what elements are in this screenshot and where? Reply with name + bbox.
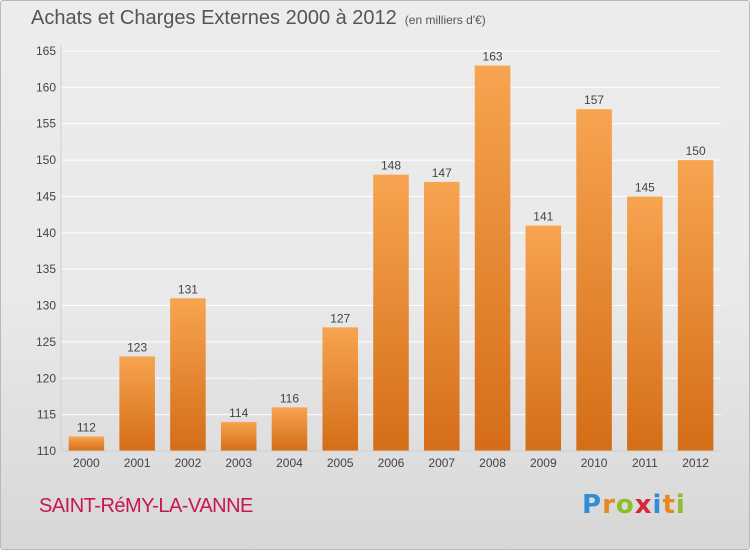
logo-letter: r xyxy=(602,490,616,520)
bar-value-label: 116 xyxy=(280,391,299,405)
x-tick-label: 2010 xyxy=(581,456,608,470)
bar-value-label: 150 xyxy=(686,144,706,158)
x-tick-label: 2009 xyxy=(530,456,557,470)
y-tick-label: 115 xyxy=(37,408,56,422)
y-tick-label: 160 xyxy=(36,80,56,94)
bar-2001 xyxy=(119,356,155,451)
logo-letter: x xyxy=(634,490,653,520)
logo-letter: P xyxy=(582,490,603,520)
bar-value-label: 112 xyxy=(77,420,96,434)
bar-value-label: 141 xyxy=(533,210,553,224)
bar-value-label: 163 xyxy=(483,50,503,64)
x-tick-label: 2006 xyxy=(378,456,405,470)
bar-2008 xyxy=(474,65,511,451)
proxiti-logo: Proxiti xyxy=(582,490,686,520)
unit-label: (en milliers d'€) xyxy=(404,13,486,27)
bar-value-label: 114 xyxy=(229,406,248,420)
bar-2005 xyxy=(322,327,358,451)
y-tick-label: 145 xyxy=(36,189,56,203)
bar-value-label: 147 xyxy=(432,166,452,180)
bar-2002 xyxy=(170,298,206,451)
bar-2003 xyxy=(220,421,257,451)
y-tick-label: 110 xyxy=(37,444,56,458)
y-tick-label: 140 xyxy=(36,226,56,240)
bar-2000 xyxy=(68,436,105,451)
title-row: Achats et Charges Externes 2000 à 2012 (e… xyxy=(31,7,486,30)
y-tick-label: 130 xyxy=(36,299,56,313)
logo-letter: i xyxy=(675,490,686,520)
x-tick-label: 2007 xyxy=(428,456,455,470)
bar-2006 xyxy=(373,174,409,452)
bar-value-label: 127 xyxy=(330,311,350,325)
y-tick-label: 120 xyxy=(36,371,56,385)
x-tick-label: 2004 xyxy=(276,456,303,470)
x-tick-label: 2011 xyxy=(632,456,658,470)
logo-letter: t xyxy=(662,490,676,520)
y-tick-label: 135 xyxy=(36,262,56,276)
x-tick-label: 2012 xyxy=(682,456,709,470)
bar-value-label: 123 xyxy=(127,340,147,354)
bar-2009 xyxy=(525,225,562,451)
bar-2012 xyxy=(677,160,714,451)
x-tick-label: 2001 xyxy=(124,456,151,470)
bar-value-label: 131 xyxy=(178,282,198,296)
x-tick-label: 2003 xyxy=(225,456,252,470)
bar-value-label: 157 xyxy=(584,93,604,107)
bar-2007 xyxy=(424,181,460,451)
bar-2004 xyxy=(271,407,308,451)
x-tick-label: 2002 xyxy=(175,456,202,470)
y-tick-label: 125 xyxy=(36,335,56,349)
x-tick-label: 2000 xyxy=(73,456,100,470)
bar-value-label: 148 xyxy=(381,159,401,173)
chart-title: Achats et Charges Externes 2000 à 2012 xyxy=(31,7,397,29)
logo-letter: i xyxy=(652,490,663,520)
x-tick-label: 2008 xyxy=(479,456,506,470)
y-tick-label: 155 xyxy=(36,117,56,131)
bar-2011 xyxy=(627,196,663,451)
bar-value-label: 145 xyxy=(635,180,655,194)
y-tick-label: 165 xyxy=(36,44,56,58)
commune-name: SAINT-RéMY-LA-VANNE xyxy=(39,495,253,517)
logo-letter: o xyxy=(615,490,635,520)
x-tick-label: 2005 xyxy=(327,456,354,470)
bar-2010 xyxy=(576,109,612,451)
y-tick-label: 150 xyxy=(36,153,56,167)
